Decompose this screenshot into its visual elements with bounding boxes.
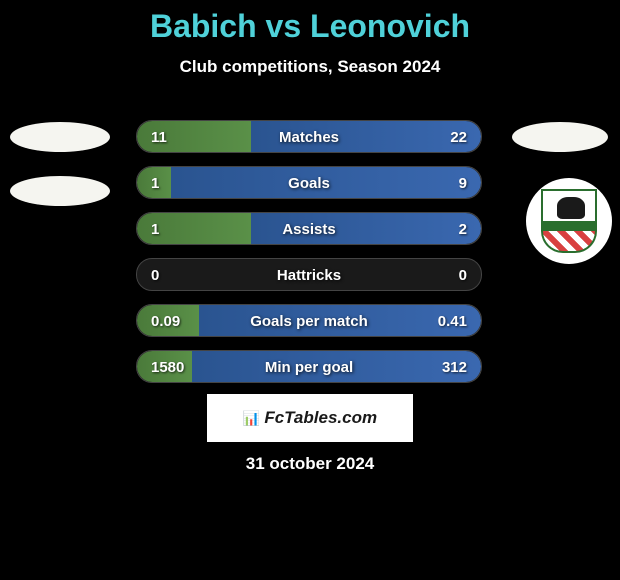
stat-label: Matches — [137, 121, 481, 153]
comparison-title: Babich vs Leonovich — [0, 0, 620, 45]
attribution-banner[interactable]: 📊 FcTables.com — [207, 394, 413, 442]
stat-label: Assists — [137, 213, 481, 245]
player-right-badge — [512, 122, 608, 152]
stat-row: 00Hattricks — [136, 258, 482, 291]
stat-label: Hattricks — [137, 259, 481, 291]
stat-row: 0.090.41Goals per match — [136, 304, 482, 337]
stat-row: 12Assists — [136, 212, 482, 245]
chart-icon: 📊 — [243, 410, 260, 427]
stats-list: 1122Matches 19Goals 12Assists 00Hattricks 0.… — [136, 120, 482, 396]
stat-label: Min per goal — [137, 351, 481, 383]
comparison-subtitle: Club competitions, Season 2024 — [0, 57, 620, 77]
stat-label: Goals per match — [137, 305, 481, 337]
stat-row: 1580312Min per goal — [136, 350, 482, 383]
player-left-badge-1 — [10, 122, 110, 152]
stat-row: 1122Matches — [136, 120, 482, 153]
club-badge-right — [526, 178, 612, 264]
player-left-badge-2 — [10, 176, 110, 206]
stat-label: Goals — [137, 167, 481, 199]
comparison-date: 31 october 2024 — [0, 454, 620, 474]
stat-row: 19Goals — [136, 166, 482, 199]
attribution-text: FcTables.com — [264, 408, 377, 428]
club-shield-icon — [541, 189, 597, 253]
